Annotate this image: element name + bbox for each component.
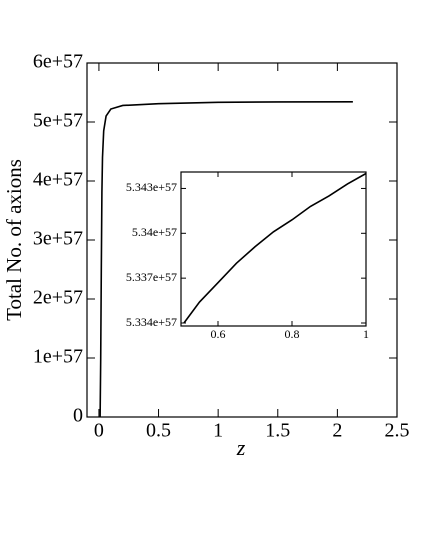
x-tick-label: 1.5	[265, 420, 290, 442]
y-tick-label: 5.343e+57	[126, 180, 177, 194]
data-line	[183, 172, 367, 324]
data-line	[99, 100, 353, 418]
x-tick-label: 0	[94, 420, 104, 442]
x-axis-label: z	[236, 435, 246, 460]
x-tick-label: 1	[213, 420, 223, 442]
x-tick-label: 2.5	[385, 420, 410, 442]
y-tick-label: 5e+57	[33, 110, 83, 132]
x-tick-label: 0.6	[211, 327, 226, 341]
x-tick-label: 1	[363, 327, 369, 341]
y-tick-label: 0	[73, 405, 83, 427]
x-tick-label: 2	[332, 420, 342, 442]
y-tick-label: 3e+57	[33, 228, 83, 250]
y-axis-label: Total No. of axions	[2, 159, 26, 321]
y-tick-label: 5.334e+57	[126, 315, 177, 329]
y-tick-label: 2e+57	[33, 287, 83, 309]
y-tick-label: 1e+57	[33, 346, 83, 368]
y-tick-label: 5.34e+57	[132, 225, 177, 239]
plot-area	[180, 171, 367, 327]
y-tick-label: 5.337e+57	[126, 270, 177, 284]
x-tick-label: 0.8	[285, 327, 300, 341]
y-tick-label: 4e+57	[33, 169, 83, 191]
x-tick-label: 0.5	[146, 420, 171, 442]
y-tick-label: 6e+57	[33, 51, 83, 73]
